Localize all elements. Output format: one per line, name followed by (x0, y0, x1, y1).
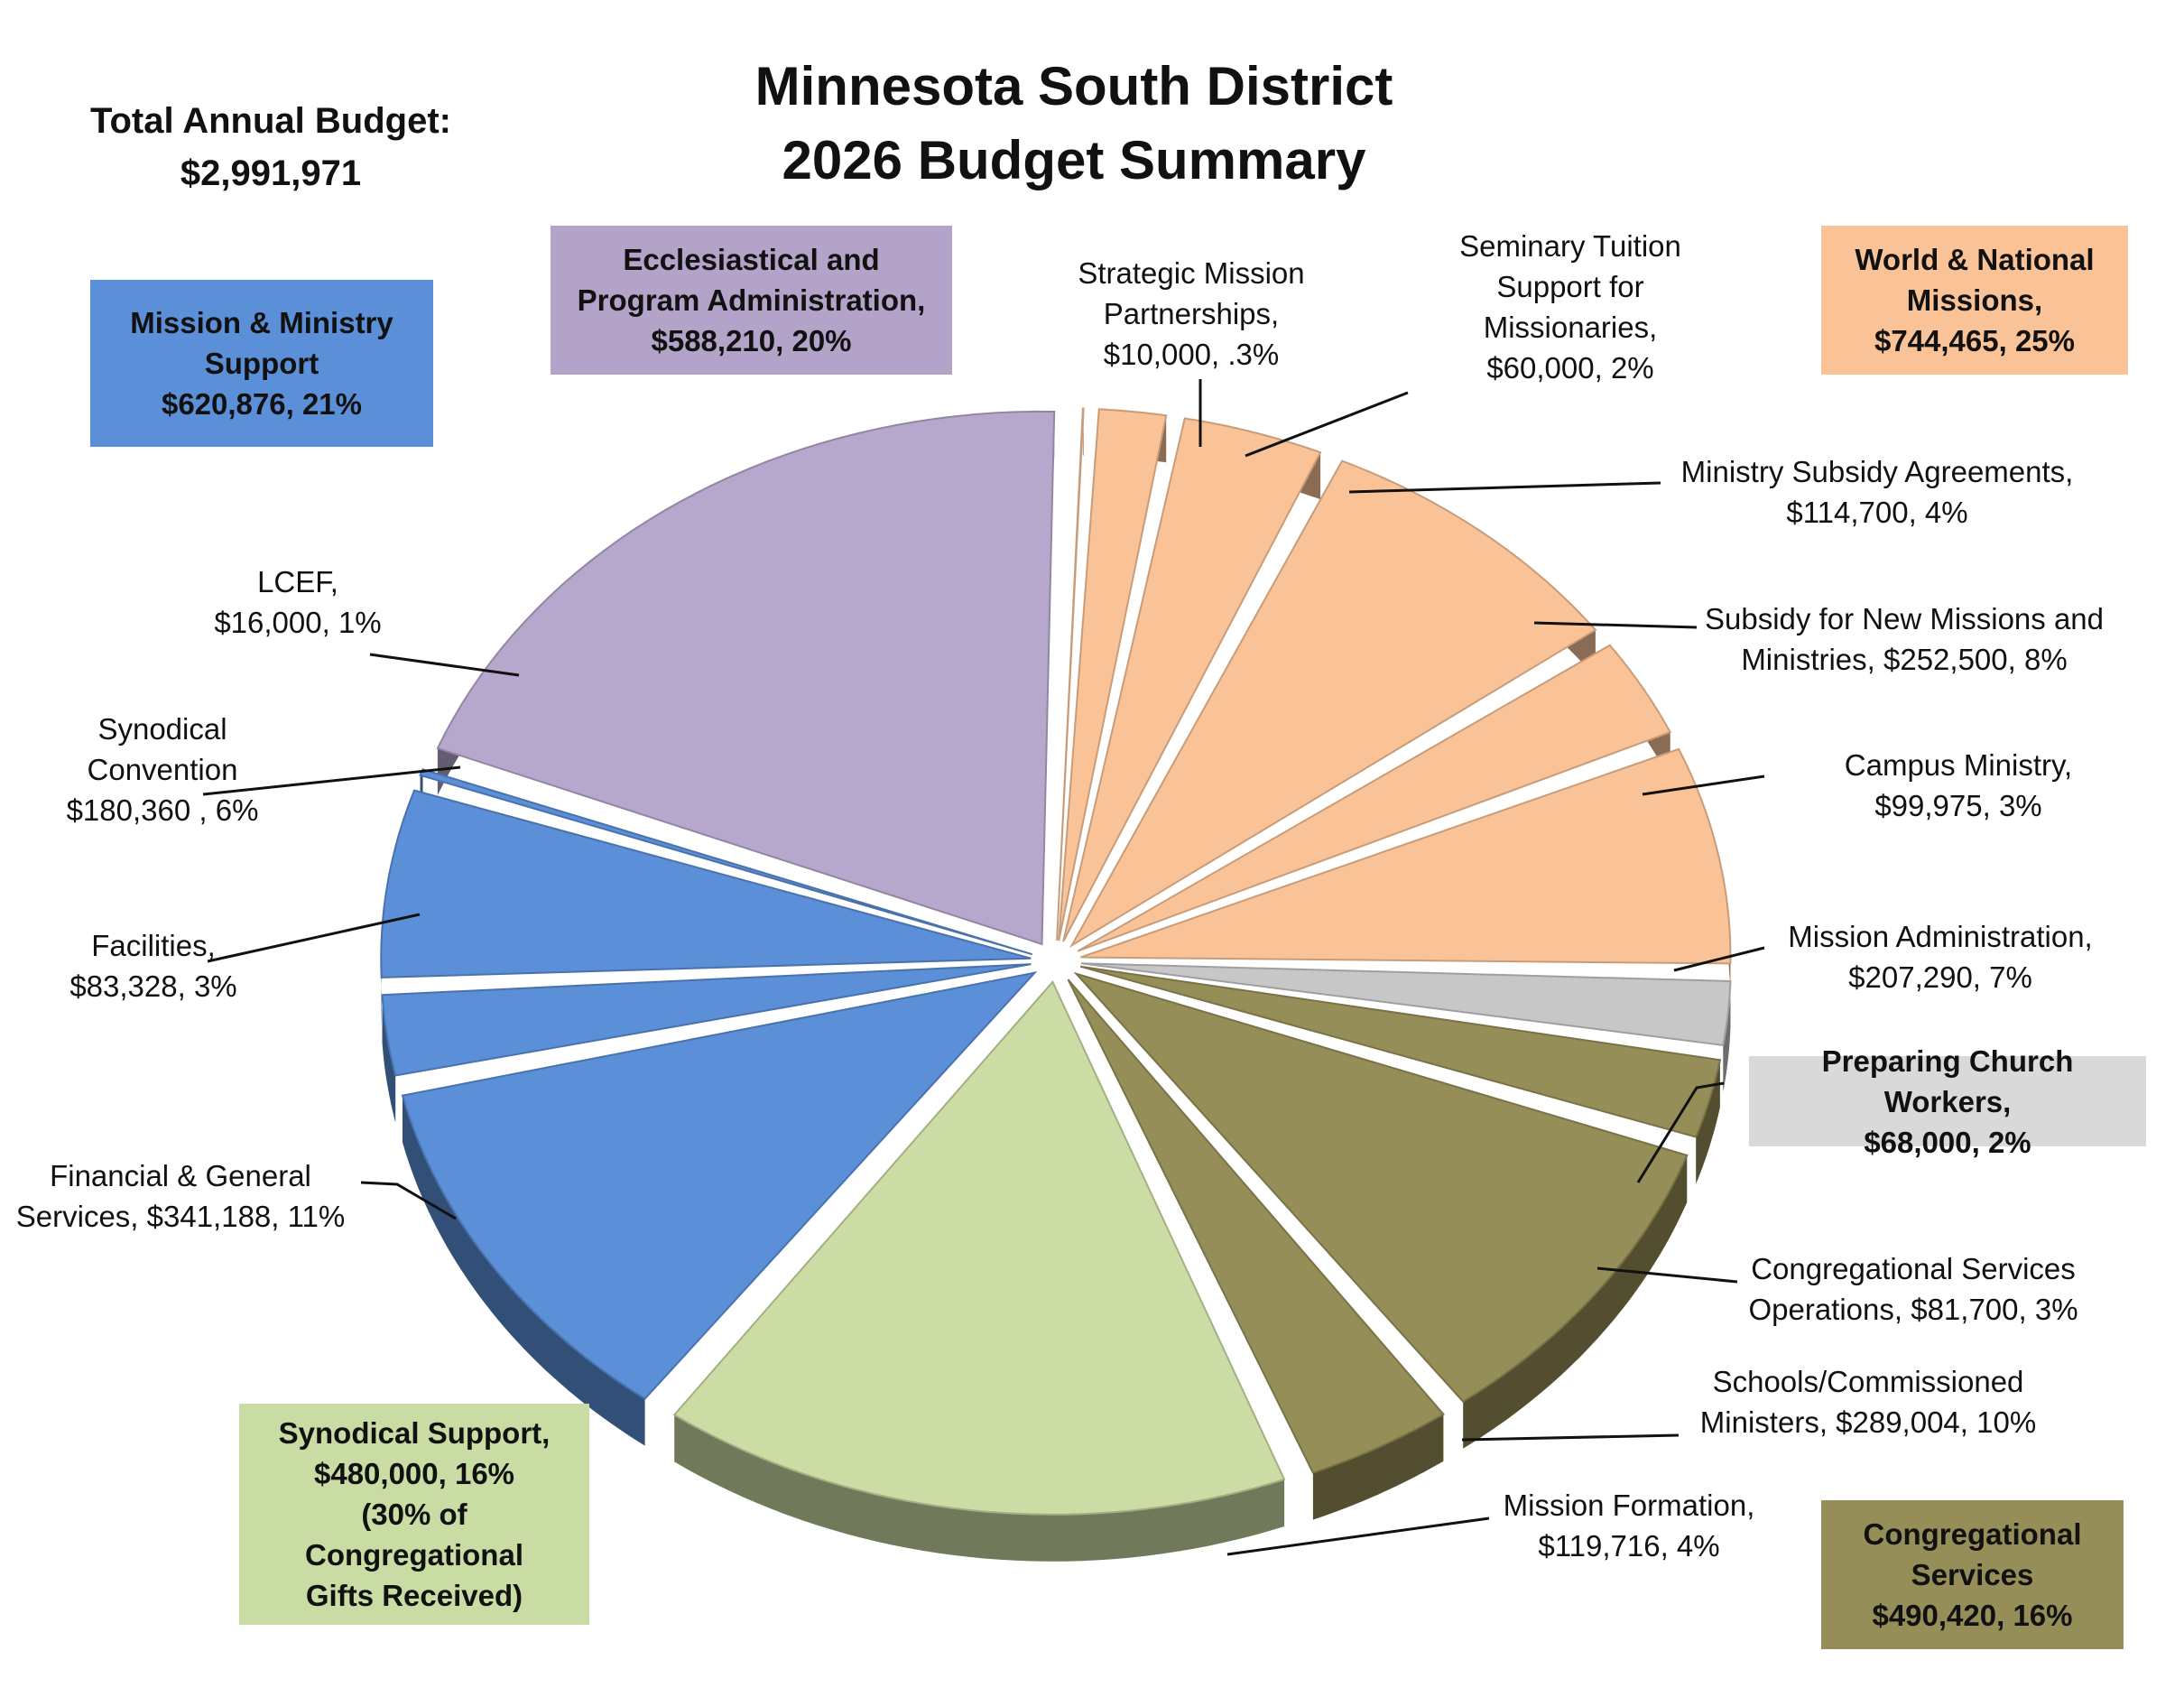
pie-slice-ministry-subsidy-agreements (1062, 417, 1322, 942)
label-mission-formation: Mission Formation, $119,716, 4% (1503, 1489, 1755, 1563)
pie-slice-facilities (381, 963, 1032, 1077)
leader-line-13 (360, 1181, 457, 1220)
label-mission-administration: Mission Administration, $207,290, 7% (1788, 920, 2093, 994)
leader-line-7 (1596, 1266, 1738, 1284)
leader-line-11 (202, 765, 461, 796)
total-budget-value: $2,991,971 (180, 153, 362, 193)
chart-title-line2: 2026 Budget Summary (782, 130, 1366, 190)
group-box-preparing-church-workers: Preparing Church Workers, $68,000, 2% (1749, 1044, 2146, 1159)
total-budget-label: Total Annual Budget: (90, 101, 451, 141)
group-box-synodical-support: Synodical Support, $480,000, 16% (30% of… (239, 1404, 589, 1625)
pie-slice-preparing-church-workers (1080, 962, 1732, 1047)
label-congregational-operations: Congregational Services Operations, $81,… (1748, 1252, 2078, 1326)
pie-slice-ecclesiastical-and-program-administration (436, 410, 1056, 946)
leader-line-6 (1636, 1081, 1725, 1183)
total-budget: Total Annual Budget: $2,991,971 (36, 95, 505, 199)
group-box-ecclesiastical: Ecclesiastical and Program Administratio… (551, 226, 952, 375)
pie-slice-seminary-tuition-support-for-missionaries (1058, 408, 1168, 941)
label-new-missions: Subsidy for New Missions and Ministries,… (1704, 602, 2105, 676)
pie-slice-mission-administration (1080, 747, 1732, 965)
chart-title-line1: Minnesota South District (754, 56, 1393, 116)
label-synodical-convention: Synodical Convention $180,360 , 6% (66, 712, 259, 827)
pie-slice-financial-general-services (401, 971, 1038, 1400)
leader-line-3 (1533, 621, 1698, 629)
leader-line-5 (1673, 946, 1765, 972)
leader-line-1 (1245, 391, 1409, 458)
leader-line-9 (1226, 1516, 1490, 1556)
group-box-congregational-services: Congregational Services $490,420, 16% (1821, 1500, 2124, 1649)
label-financial-general: Financial & General Services, $341,188, … (15, 1159, 346, 1233)
label-strategic-mission-partnerships: Strategic Mission Partnerships, $10,000,… (1078, 256, 1305, 371)
label-lcef: LCEF, $16,000, 1% (214, 565, 382, 639)
pie-side-schools-commissioned-ministers (1463, 1155, 1688, 1449)
pie-side-financial-general-services (403, 1095, 645, 1446)
leader-line-10 (369, 653, 520, 677)
leader-line-12 (207, 913, 421, 963)
leader-line-2 (1348, 481, 1661, 494)
chart-title: Minnesota South District 2026 Budget Sum… (614, 50, 1534, 198)
pie-slice-synodical-support (672, 979, 1286, 1516)
pie-slice-mission-formation (1067, 978, 1445, 1474)
label-schools-commissioned: Schools/Commissioned Ministers, $289,004… (1699, 1365, 2037, 1439)
pie-side-synodical-support (674, 1414, 1285, 1562)
label-seminary-tuition: Seminary Tuition Support for Missionarie… (1459, 229, 1681, 385)
group-box-world-national-missions: World & National Missions, $744,465, 25% (1821, 226, 2128, 375)
pie-side-congregational-services-operations (1696, 1060, 1720, 1184)
pie-slice-synodical-convention (380, 789, 1032, 978)
label-campus-ministry: Campus Ministry, $99,975, 3% (1844, 748, 2073, 822)
pie-slice-congregational-services-operations (1079, 965, 1722, 1138)
pie-slice-campus-ministry (1077, 644, 1672, 952)
pie-slice-strategic-mission-partnerships (1056, 407, 1085, 941)
pie-slice-schools-commissioned-ministers (1073, 971, 1689, 1403)
leader-line-8 (1461, 1433, 1680, 1442)
label-ministry-subsidy-agreements: Ministry Subsidy Agreements, $114,700, 4… (1680, 455, 2074, 529)
leader-line-4 (1642, 774, 1765, 796)
pie-side-mission-formation (1312, 1414, 1444, 1520)
group-box-mission-ministry-support: Mission & Ministry Support $620,876, 21% (90, 280, 433, 447)
label-facilities: Facilities, $83,328, 3% (69, 929, 237, 1003)
pie-slice-subsidy-for-new-missions-and-ministries (1069, 459, 1597, 948)
